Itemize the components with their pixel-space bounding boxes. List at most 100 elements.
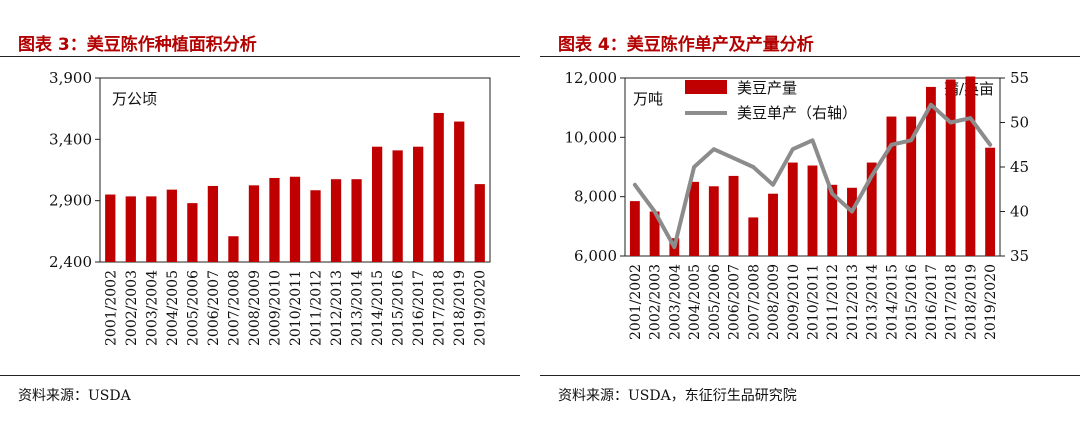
bar (787, 162, 798, 256)
x-tick-label: 2012/2013 (329, 270, 345, 346)
legend-label: 美豆单产（右轴） (737, 104, 857, 122)
legend-label: 美豆产量 (737, 79, 797, 97)
y-tick-label: 2,900 (49, 192, 92, 210)
x-tick-label: 2018/2019 (963, 264, 979, 340)
x-tick-label: 2008/2009 (247, 270, 263, 346)
bar (748, 217, 759, 256)
y-left-tick-label: 8,000 (574, 188, 617, 206)
x-tick-label: 2002/2003 (124, 270, 140, 346)
bar (330, 179, 342, 262)
x-tick-label: 2003/2004 (667, 264, 683, 340)
x-tick-label: 2005/2006 (185, 270, 201, 346)
bar (269, 177, 280, 262)
source-note: 资料来源：USDA (18, 388, 131, 404)
bar (807, 165, 818, 256)
bar (433, 112, 444, 263)
bar (629, 201, 640, 256)
y-tick-label: 3,400 (49, 130, 92, 148)
bar (906, 116, 917, 256)
x-tick-label: 2007/2008 (746, 264, 762, 340)
production-yield-chart: 6,0008,00010,00012,0003540455055万吨蒲/英亩美豆… (565, 69, 1030, 340)
figure-title: 图表 3：美豆陈作种植面积分析 (18, 35, 257, 55)
x-tick-label: 2011/2012 (825, 264, 841, 340)
bar (689, 181, 700, 256)
x-tick-label: 2019/2020 (983, 264, 999, 340)
y-right-tick-label: 45 (1010, 158, 1029, 176)
bottom-rule (0, 375, 520, 376)
x-tick-label: 2003/2004 (144, 270, 160, 346)
bar (945, 79, 956, 256)
bar (187, 203, 198, 262)
chart-panel-production: 图表 4：美豆陈作单产及产量分析 6,000 8,000 10,000 12,000 3… (540, 0, 1080, 430)
bar (965, 76, 976, 256)
line-series (632, 102, 993, 250)
x-tick-label: 2010/2011 (806, 264, 822, 340)
y-right-tick-label: 40 (1010, 203, 1029, 221)
x-tick-label: 2009/2010 (786, 264, 802, 340)
x-tick-label: 2001/2002 (103, 270, 119, 346)
bar (105, 194, 116, 262)
plot-area: 6,0008,00010,00012,0003540455055万吨蒲/英亩美豆… (565, 69, 1030, 340)
source-note: 资料来源：USDA，东征衍生品研究院 (558, 388, 797, 404)
bar (289, 176, 301, 262)
bar (728, 175, 739, 256)
bar (985, 147, 996, 256)
x-tick-label: 2014/2015 (884, 264, 900, 340)
x-tick-label: 2015/2016 (391, 270, 407, 346)
x-tick-label: 2018/2019 (452, 270, 468, 346)
bottom-rule (540, 375, 1080, 376)
bar (248, 185, 260, 262)
x-tick-label: 2004/2005 (687, 264, 703, 340)
bar (708, 186, 719, 256)
bar (866, 162, 877, 256)
x-tick-label: 2001/2002 (628, 264, 644, 340)
legend-swatch-bar (685, 80, 727, 94)
bar (925, 86, 936, 257)
figure-title: 图表 4：美豆陈作单产及产量分析 (558, 35, 814, 55)
y-left-unit-label: 万吨 (633, 90, 663, 108)
top-rule (0, 56, 520, 57)
x-tick-label: 2014/2015 (370, 270, 386, 346)
bar (228, 236, 239, 262)
x-tick-label: 2019/2020 (473, 270, 489, 346)
x-tick-label: 2010/2011 (288, 270, 304, 346)
y-axis-unit-label: 万公顷 (112, 90, 157, 108)
bar (413, 146, 424, 262)
x-tick-label: 2013/2014 (865, 264, 881, 340)
x-tick-label: 2012/2013 (845, 264, 861, 340)
x-tick-label: 2011/2012 (309, 270, 325, 346)
bar (474, 184, 485, 262)
bar (310, 190, 321, 262)
bar (207, 185, 219, 262)
x-tick-label: 2008/2009 (766, 264, 782, 340)
bar (847, 187, 857, 256)
x-tick-label: 2016/2017 (411, 270, 427, 346)
x-tick-label: 2016/2017 (924, 264, 940, 340)
x-tick-label: 2006/2007 (727, 264, 743, 340)
bar (166, 189, 177, 262)
bar (768, 193, 778, 256)
y-tick-label: 2,400 (49, 253, 92, 271)
x-tick-label: 2007/2008 (226, 270, 242, 346)
bar (351, 179, 362, 262)
x-tick-label: 2015/2016 (904, 264, 920, 340)
bar (392, 150, 403, 262)
x-tick-label: 2004/2005 (165, 270, 181, 346)
x-tick-label: 2009/2010 (267, 270, 283, 346)
x-tick-label: 2005/2006 (707, 264, 723, 340)
bar (146, 196, 157, 262)
x-tick-label: 2017/2018 (432, 270, 448, 346)
y-right-tick-label: 35 (1010, 247, 1029, 265)
bar (886, 116, 897, 256)
x-tick-label: 2006/2007 (206, 270, 222, 346)
y-tick-label: 3,900 (49, 69, 92, 87)
top-rule (540, 56, 1080, 57)
x-tick-label: 2002/2003 (648, 264, 664, 340)
y-left-tick-label: 12,000 (565, 69, 618, 87)
bar (125, 196, 136, 262)
plot-area: 2,400 2,900 3,400 3,900 万公顷 2001/2002 2002/200… (49, 69, 491, 346)
y-left-tick-label: 10,000 (565, 128, 618, 146)
y-right-tick-label: 55 (1010, 69, 1029, 87)
bar (454, 121, 465, 262)
